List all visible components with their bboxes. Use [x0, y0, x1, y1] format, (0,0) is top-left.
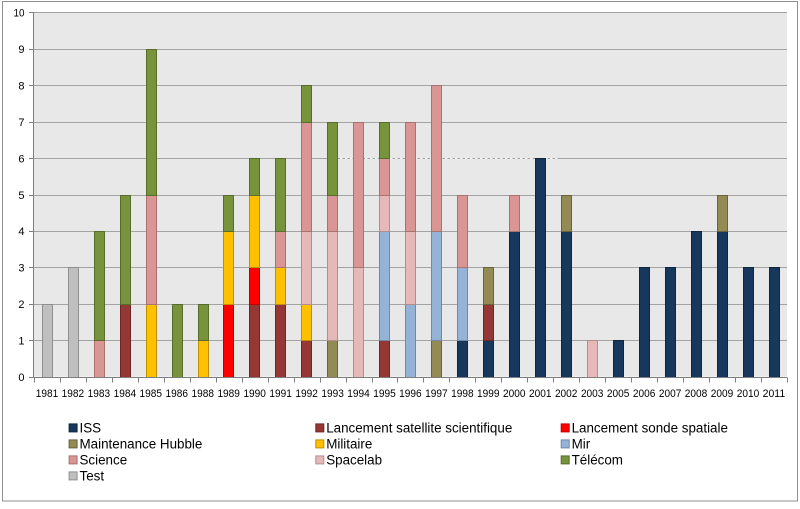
svg-text:2006: 2006	[633, 388, 656, 400]
svg-text:1989: 1989	[217, 388, 240, 400]
svg-text:2005: 2005	[607, 388, 630, 400]
svg-text:6: 6	[18, 153, 24, 165]
svg-text:Spacelab: Spacelab	[326, 453, 382, 468]
svg-text:10: 10	[14, 8, 25, 20]
svg-text:2007: 2007	[659, 388, 682, 400]
svg-text:2003: 2003	[581, 388, 604, 400]
svg-text:9: 9	[18, 44, 24, 56]
svg-text:Test: Test	[80, 469, 105, 484]
svg-text:4: 4	[18, 226, 24, 238]
svg-text:1983: 1983	[88, 388, 111, 400]
svg-text:1991: 1991	[269, 388, 292, 400]
svg-text:1982: 1982	[62, 388, 85, 400]
svg-text:1995: 1995	[373, 388, 396, 400]
svg-text:2: 2	[18, 299, 24, 311]
svg-text:1997: 1997	[425, 388, 448, 400]
svg-text:Science: Science	[80, 453, 128, 468]
svg-text:7: 7	[18, 117, 24, 129]
svg-text:2002: 2002	[555, 388, 578, 400]
svg-text:2001: 2001	[529, 388, 552, 400]
svg-text:1993: 1993	[321, 388, 344, 400]
svg-text:Mir: Mir	[572, 437, 591, 452]
svg-text:1992: 1992	[295, 388, 318, 400]
svg-text:5: 5	[18, 190, 24, 202]
svg-text:2010: 2010	[737, 388, 760, 400]
svg-text:Lancement satellite scientifiq: Lancement satellite scientifique	[326, 421, 512, 436]
svg-text:2009: 2009	[711, 388, 734, 400]
svg-text:1999: 1999	[477, 388, 500, 400]
svg-text:1986: 1986	[166, 388, 189, 400]
svg-text:1998: 1998	[451, 388, 474, 400]
svg-text:1981: 1981	[36, 388, 59, 400]
svg-text:1990: 1990	[243, 388, 266, 400]
svg-text:1994: 1994	[347, 388, 370, 400]
svg-text:2000: 2000	[503, 388, 526, 400]
svg-text:1985: 1985	[140, 388, 163, 400]
svg-text:2008: 2008	[685, 388, 708, 400]
svg-text:ISS: ISS	[80, 421, 102, 436]
svg-text:1984: 1984	[114, 388, 137, 400]
svg-text:3: 3	[18, 263, 24, 275]
svg-text:8: 8	[18, 81, 24, 93]
svg-text:1996: 1996	[399, 388, 422, 400]
svg-text:1988: 1988	[192, 388, 215, 400]
svg-text:Maintenance Hubble: Maintenance Hubble	[80, 437, 203, 452]
svg-text:0: 0	[18, 372, 24, 384]
svg-text:2011: 2011	[763, 388, 786, 400]
svg-text:1: 1	[18, 336, 24, 348]
svg-text:Lancement sonde spatiale: Lancement sonde spatiale	[572, 421, 728, 436]
svg-text:Télécom: Télécom	[572, 453, 623, 468]
svg-text:Militaire: Militaire	[326, 437, 372, 452]
